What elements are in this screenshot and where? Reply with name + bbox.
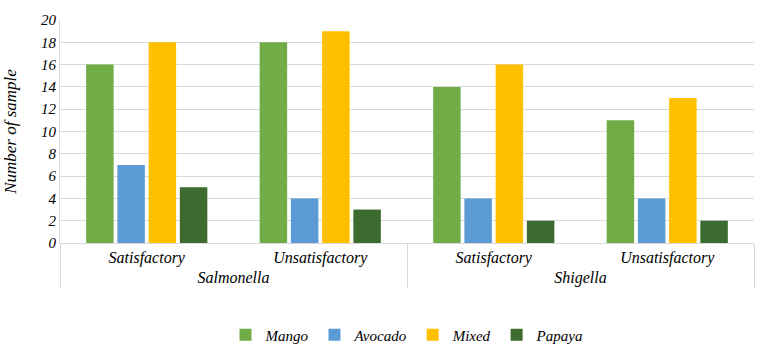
svg-text:12: 12 — [41, 101, 57, 117]
svg-text:Mango: Mango — [265, 328, 309, 344]
svg-text:Number of sample: Number of sample — [1, 69, 20, 195]
svg-text:Shigella: Shigella — [554, 269, 606, 287]
svg-text:Avocado: Avocado — [353, 328, 406, 344]
svg-text:8: 8 — [49, 146, 57, 162]
svg-text:Unsatisfactory: Unsatisfactory — [273, 249, 368, 267]
svg-text:4: 4 — [49, 191, 57, 207]
svg-text:16: 16 — [41, 57, 57, 73]
svg-text:2: 2 — [49, 213, 57, 229]
svg-text:10: 10 — [41, 124, 57, 140]
svg-text:6: 6 — [49, 168, 57, 184]
svg-text:Mixed: Mixed — [452, 328, 491, 344]
svg-text:18: 18 — [41, 35, 57, 51]
svg-text:Satisfactory: Satisfactory — [109, 249, 186, 267]
svg-text:0: 0 — [49, 235, 57, 251]
svg-text:Papaya: Papaya — [536, 328, 583, 344]
svg-text:Satisfactory: Satisfactory — [456, 249, 533, 267]
svg-text:20: 20 — [41, 12, 57, 28]
svg-text:14: 14 — [41, 79, 57, 95]
svg-text:Unsatisfactory: Unsatisfactory — [620, 249, 715, 267]
svg-text:Salmonella: Salmonella — [198, 269, 270, 286]
